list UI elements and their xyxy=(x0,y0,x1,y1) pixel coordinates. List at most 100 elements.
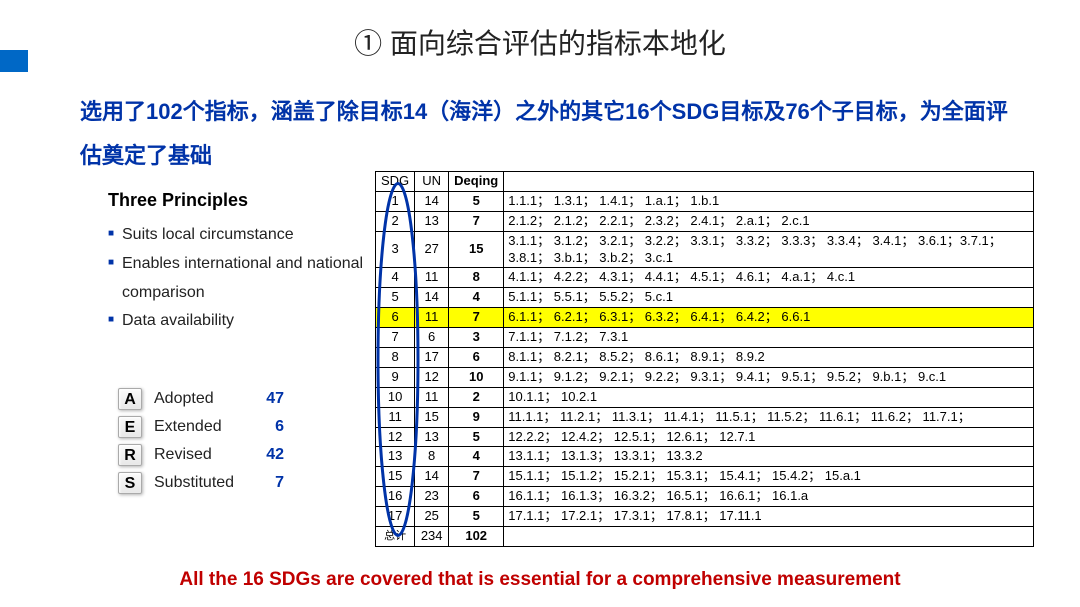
indicator-type-row: AAdopted47 xyxy=(118,388,284,410)
table-row: 138413.1.1； 13.1.3； 13.3.1； 13.3.2 xyxy=(376,447,1034,467)
total-label: 总计 xyxy=(376,527,415,547)
un-cell: 11 xyxy=(415,268,449,288)
sdg-cell: 9 xyxy=(376,367,415,387)
table-row: 1011210.1.1； 10.2.1 xyxy=(376,387,1034,407)
table-row: 51445.1.1； 5.5.1； 5.5.2； 5.c.1 xyxy=(376,288,1034,308)
un-cell: 14 xyxy=(415,288,449,308)
deqing-cell: 6 xyxy=(449,348,504,368)
table-row: 41184.1.1； 4.2.2； 4.3.1； 4.4.1； 4.5.1； 4… xyxy=(376,268,1034,288)
indicator-type-row: SSubstituted7 xyxy=(118,472,284,494)
principles-list: Suits local circumstanceEnables internat… xyxy=(108,221,368,336)
sdg-cell: 11 xyxy=(376,407,415,427)
un-cell: 13 xyxy=(415,427,449,447)
deqing-cell: 3 xyxy=(449,328,504,348)
indicators-cell: 15.1.1； 15.1.2； 15.2.1； 15.3.1； 15.4.1； … xyxy=(504,467,1034,487)
indicator-type-row: R Revised42 xyxy=(118,444,284,466)
indicators-cell: 9.1.1； 9.1.2； 9.2.1； 9.2.2； 9.3.1； 9.4.1… xyxy=(504,367,1034,387)
indicators-cell: 3.1.1； 3.1.2； 3.2.1； 3.2.2； 3.3.1； 3.3.2… xyxy=(504,231,1034,268)
sdg-cell: 17 xyxy=(376,507,415,527)
table-row: 21372.1.2； 2.1.2； 2.2.1； 2.3.2； 2.4.1； 2… xyxy=(376,211,1034,231)
un-cell: 23 xyxy=(415,487,449,507)
indicator-letter: A xyxy=(118,388,142,410)
table-row: 11451.1.1； 1.3.1； 1.4.1； 1.a.1； 1.b.1 xyxy=(376,191,1034,211)
sdg-cell: 2 xyxy=(376,211,415,231)
indicator-label: Revised xyxy=(154,446,254,464)
table-row: 1623616.1.1； 16.1.3； 16.3.2； 16.5.1； 16.… xyxy=(376,487,1034,507)
deqing-cell: 4 xyxy=(449,447,504,467)
un-cell: 14 xyxy=(415,467,449,487)
table-header-row: SDGUNDeqing xyxy=(376,172,1034,192)
table-row: 61176.1.1； 6.2.1； 6.3.1； 6.3.2； 6.4.1； 6… xyxy=(376,308,1034,328)
deqing-cell: 5 xyxy=(449,427,504,447)
indicators-cell: 11.1.1； 11.2.1； 11.3.1； 11.4.1； 11.5.1； … xyxy=(504,407,1034,427)
sdg-table: SDGUNDeqing11451.1.1； 1.3.1； 1.4.1； 1.a.… xyxy=(375,171,1034,547)
indicators-cell: 8.1.1； 8.2.1； 8.5.2； 8.6.1； 8.9.1； 8.9.2 xyxy=(504,348,1034,368)
deqing-cell: 5 xyxy=(449,191,504,211)
un-cell: 17 xyxy=(415,348,449,368)
principles-heading: Three Principles xyxy=(108,190,368,211)
deqing-cell: 2 xyxy=(449,387,504,407)
un-cell: 14 xyxy=(415,191,449,211)
sdg-cell: 5 xyxy=(376,288,415,308)
deqing-cell: 10 xyxy=(449,367,504,387)
sdg-cell: 13 xyxy=(376,447,415,467)
table-header: UN xyxy=(415,172,449,192)
deqing-cell: 15 xyxy=(449,231,504,268)
principles-panel: Three Principles Suits local circumstanc… xyxy=(108,190,368,336)
table-row: 1514715.1.1； 15.1.2； 15.2.1； 15.3.1； 15.… xyxy=(376,467,1034,487)
indicators-cell: 6.1.1； 6.2.1； 6.3.1； 6.3.2； 6.4.1； 6.4.2… xyxy=(504,308,1034,328)
sdg-cell: 10 xyxy=(376,387,415,407)
sdg-cell: 1 xyxy=(376,191,415,211)
table-header: Deqing xyxy=(449,172,504,192)
indicator-letter: S xyxy=(118,472,142,494)
un-cell: 27 xyxy=(415,231,449,268)
table-row: 1213512.2.2； 12.4.2； 12.5.1； 12.6.1； 12.… xyxy=(376,427,1034,447)
indicators-cell: 13.1.1； 13.1.3； 13.3.1； 13.3.2 xyxy=(504,447,1034,467)
indicators-cell: 2.1.2； 2.1.2； 2.2.1； 2.3.2； 2.4.1； 2.a.1… xyxy=(504,211,1034,231)
deqing-cell: 7 xyxy=(449,308,504,328)
sdg-cell: 3 xyxy=(376,231,415,268)
table-row: 327153.1.1； 3.1.2； 3.2.1； 3.2.2； 3.3.1； … xyxy=(376,231,1034,268)
indicator-count: 42 xyxy=(254,446,284,464)
sdg-cell: 15 xyxy=(376,467,415,487)
deqing-cell: 6 xyxy=(449,487,504,507)
table-total-row: 总计234102 xyxy=(376,527,1034,547)
un-cell: 12 xyxy=(415,367,449,387)
table-row: 7637.1.1； 7.1.2； 7.3.1 xyxy=(376,328,1034,348)
indicator-letter: R xyxy=(118,444,142,466)
subtitle: 选用了102个指标，涵盖了除目标14（海洋）之外的其它16个SDG目标及76个子… xyxy=(80,90,1020,178)
sdg-cell: 4 xyxy=(376,268,415,288)
table-row: 1115911.1.1； 11.2.1； 11.3.1； 11.4.1； 11.… xyxy=(376,407,1034,427)
un-cell: 15 xyxy=(415,407,449,427)
table-row: 912109.1.1； 9.1.2； 9.2.1； 9.2.2； 9.3.1； … xyxy=(376,367,1034,387)
un-cell: 6 xyxy=(415,328,449,348)
indicator-letter: E xyxy=(118,416,142,438)
sdg-cell: 12 xyxy=(376,427,415,447)
indicators-cell: 5.1.1； 5.5.1； 5.5.2； 5.c.1 xyxy=(504,288,1034,308)
un-cell: 11 xyxy=(415,308,449,328)
principle-item: Enables international and national compa… xyxy=(108,250,368,308)
deqing-cell: 9 xyxy=(449,407,504,427)
deqing-cell: 7 xyxy=(449,211,504,231)
footer-note: All the 16 SDGs are covered that is esse… xyxy=(0,569,1080,591)
table-row: 1725517.1.1； 17.2.1； 17.3.1； 17.8.1； 17.… xyxy=(376,507,1034,527)
un-cell: 11 xyxy=(415,387,449,407)
sdg-cell: 6 xyxy=(376,308,415,328)
total-empty xyxy=(504,527,1034,547)
principle-item: Suits local circumstance xyxy=(108,221,368,250)
deqing-cell: 4 xyxy=(449,288,504,308)
deqing-cell: 5 xyxy=(449,507,504,527)
total-deqing: 102 xyxy=(449,527,504,547)
indicator-count: 7 xyxy=(254,474,284,492)
indicator-label: Adopted xyxy=(154,390,254,408)
sdg-cell: 16 xyxy=(376,487,415,507)
deqing-cell: 8 xyxy=(449,268,504,288)
slide-title: ① 面向综合评估的指标本地化 xyxy=(0,22,1080,62)
deqing-cell: 7 xyxy=(449,467,504,487)
total-un: 234 xyxy=(415,527,449,547)
sdg-cell: 8 xyxy=(376,348,415,368)
sdg-cell: 7 xyxy=(376,328,415,348)
indicators-cell: 1.1.1； 1.3.1； 1.4.1； 1.a.1； 1.b.1 xyxy=(504,191,1034,211)
table-header xyxy=(504,172,1034,192)
un-cell: 25 xyxy=(415,507,449,527)
